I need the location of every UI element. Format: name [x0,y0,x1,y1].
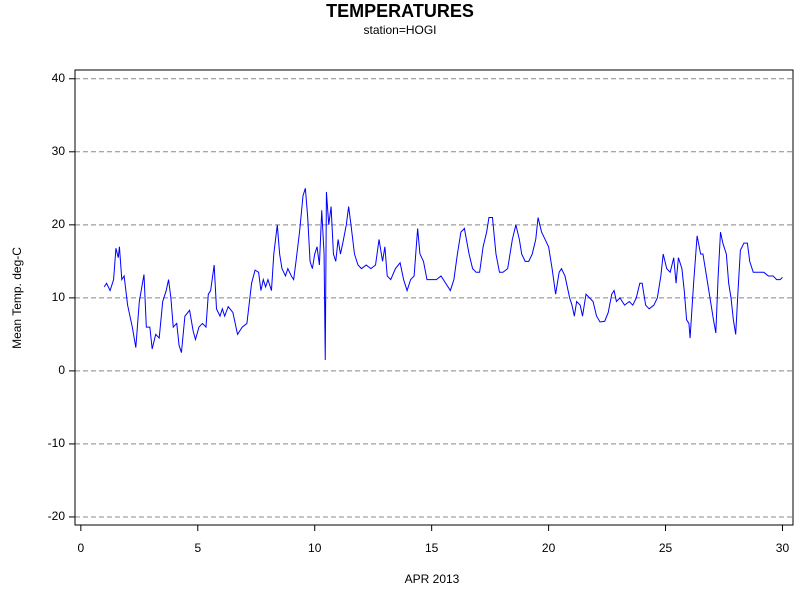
x-tick-label: 20 [542,541,556,555]
y-tick-label: 20 [52,217,66,231]
y-axis-label: Mean Temp. deg-C [10,247,24,349]
y-tick-label: -20 [48,509,66,523]
plot-frame [74,69,794,526]
chart-subtitle: station=HOGI [363,23,436,37]
x-axis-label: APR 2013 [405,572,460,586]
y-tick-label: 0 [58,363,65,377]
y-tick-label: -10 [48,436,66,450]
y-tick-label: 10 [52,290,66,304]
y-tick-label: 30 [52,144,66,158]
chart-title: TEMPERATURES [326,1,474,21]
x-tick-label: 25 [659,541,673,555]
x-tick-label: 10 [308,541,322,555]
data-line [103,188,783,360]
x-tick-label: 0 [78,541,85,555]
y-tick-label: 40 [52,71,66,85]
x-tick-label: 30 [776,541,790,555]
x-tick-label: 15 [425,541,439,555]
x-tick-label: 5 [194,541,201,555]
